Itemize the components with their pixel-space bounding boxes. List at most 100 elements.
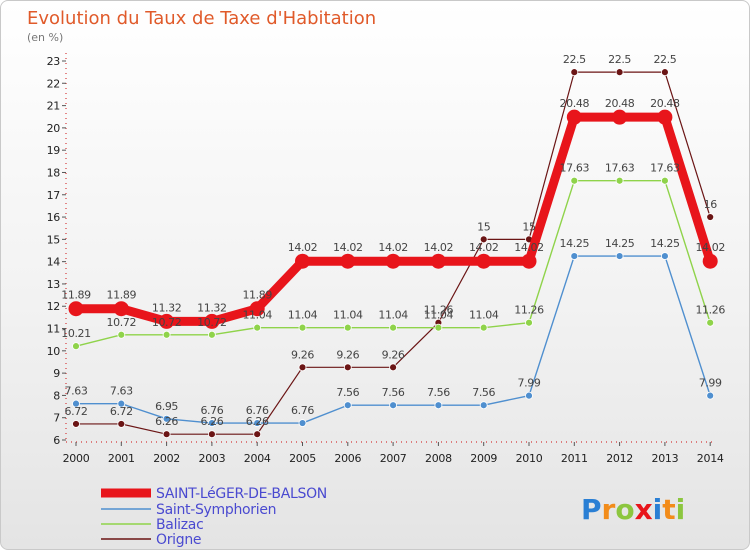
data-point (207, 330, 216, 339)
data-label: 11.04 (288, 309, 318, 322)
data-point (615, 176, 624, 185)
data-label: 6.26 (200, 415, 223, 428)
series-0 (68, 109, 718, 329)
data-label: 14.25 (650, 237, 680, 250)
logo-letter: i (653, 493, 663, 526)
data-label: 20.48 (605, 97, 635, 110)
data-label: 16 (704, 198, 718, 211)
x-tick-label: 2006 (334, 452, 361, 465)
x-tick-label: 2011 (561, 452, 588, 465)
data-label: 14.02 (469, 241, 499, 254)
data-label: 6.72 (110, 405, 133, 418)
data-label: 11.89 (61, 289, 91, 302)
data-label: 6.95 (155, 400, 178, 413)
data-label: 9.26 (291, 348, 314, 361)
data-point (706, 213, 715, 221)
data-point (72, 420, 80, 428)
data-label: 11.26 (424, 304, 454, 317)
y-tick-label: 21 (47, 100, 60, 113)
series-layer: 6.72 6.72 6.26 6.26 6.26 9.26 9.26 9.26 11.26 15 1… (61, 53, 726, 439)
y-tick-label: 20 (47, 122, 61, 135)
data-label: 15 (522, 220, 536, 233)
legend-label: SAINT-LéGER-DE-BALSON (156, 486, 327, 502)
data-label: 17.63 (560, 162, 590, 175)
data-label: 11.04 (378, 309, 408, 322)
data-point (343, 401, 352, 410)
data-point (479, 323, 488, 332)
chart-title: Evolution du Taux de Taxe d'Habitation (27, 8, 376, 29)
data-point (479, 235, 488, 244)
data-label: 11.04 (469, 309, 499, 322)
data-point (615, 252, 624, 260)
data-label: 22.5 (653, 53, 676, 66)
x-tick-label: 2013 (652, 452, 679, 465)
y-tick-label: 10 (47, 345, 61, 358)
logo-letter: x (635, 493, 653, 526)
data-point (525, 318, 533, 327)
data-point (479, 401, 488, 410)
data-point (113, 301, 129, 317)
logo-letter: i (676, 493, 686, 526)
data-point (661, 68, 669, 77)
data-label: 11.04 (333, 309, 363, 322)
data-label: 7.56 (382, 386, 405, 399)
x-tick-label: 2001 (108, 452, 135, 465)
data-label: 22.5 (608, 53, 631, 66)
data-point (525, 391, 533, 400)
data-point (117, 330, 126, 339)
data-label: 9.26 (336, 348, 359, 361)
legend-label: Origne (156, 532, 201, 548)
logo-letter: P (581, 493, 602, 526)
y-tick-label: 6 (53, 434, 60, 447)
data-label: 11.32 (197, 301, 227, 314)
data-point (570, 252, 579, 260)
x-tick-label: 2009 (470, 452, 497, 465)
data-label: 10.72 (107, 316, 137, 329)
data-point (340, 253, 356, 269)
legend: SAINT-LéGER-DE-BALSONSaint-SymphorienBal… (101, 486, 327, 548)
data-label: 10.21 (61, 327, 91, 340)
data-label: 14.02 (514, 241, 544, 254)
data-point (389, 401, 398, 410)
x-tick-label: 2014 (697, 452, 724, 465)
axes: 6 7 8 9 10 11 12 13 14 15 16 17 18 19 20 21 22 23 2000 2001… (47, 53, 724, 465)
x-tick-label: 2000 (63, 452, 90, 465)
data-label: 14.02 (695, 241, 725, 254)
data-label: 15 (477, 220, 491, 233)
chart-subtitle: (en %) (27, 31, 63, 44)
data-point (68, 301, 84, 317)
data-label: 6.76 (246, 404, 269, 417)
data-label: 7.56 (427, 386, 450, 399)
data-label: 6.72 (65, 405, 88, 418)
data-label: 6.76 (200, 404, 223, 417)
data-label: 11.26 (514, 304, 544, 317)
data-point (612, 109, 628, 125)
data-point (706, 391, 715, 400)
data-label: 14.02 (378, 241, 408, 254)
y-tick-label: 11 (47, 323, 60, 336)
legend-label: Balizac (156, 517, 204, 533)
data-label: 11.04 (424, 309, 454, 322)
data-point (207, 419, 216, 427)
x-tick-label: 2003 (199, 452, 226, 465)
x-tick-label: 2008 (425, 452, 452, 465)
x-tick-label: 2012 (606, 452, 633, 465)
series-1 (72, 252, 715, 427)
data-point (298, 363, 307, 372)
data-point (661, 252, 669, 260)
data-point (476, 253, 492, 269)
data-point (430, 253, 446, 269)
logo-letter: t (662, 493, 675, 526)
y-tick-label: 19 (47, 144, 61, 157)
data-label: 10.72 (197, 316, 227, 329)
data-point (343, 363, 352, 372)
data-label: 9.26 (382, 348, 405, 361)
data-label: 11.89 (242, 289, 272, 302)
data-point (434, 323, 443, 332)
data-label: 14.25 (560, 237, 590, 250)
data-point (570, 68, 579, 77)
x-tick-label: 2002 (153, 452, 180, 465)
data-point (343, 323, 352, 332)
